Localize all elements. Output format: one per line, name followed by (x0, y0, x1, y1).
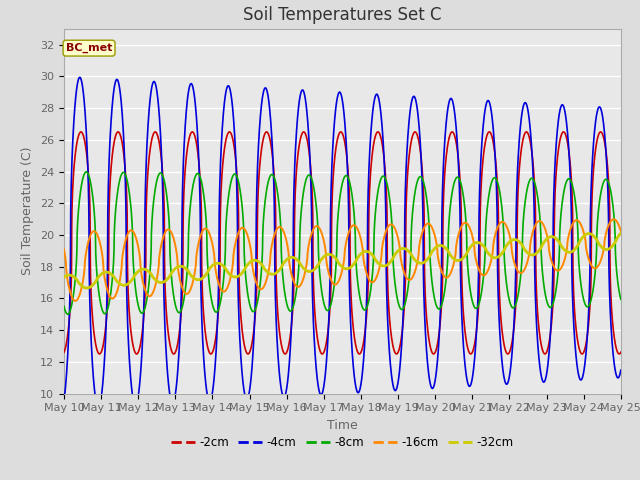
-32cm (212, 261, 220, 266)
Line: -8cm: -8cm (64, 172, 621, 314)
-4cm (406, 108, 414, 113)
-16cm (617, 228, 625, 234)
-8cm (508, 304, 516, 310)
-32cm (348, 264, 356, 269)
-2cm (96, 351, 104, 357)
-4cm (76, 74, 84, 80)
Legend: -2cm, -4cm, -8cm, -16cm, -32cm: -2cm, -4cm, -8cm, -16cm, -32cm (166, 431, 518, 454)
-8cm (164, 206, 172, 212)
X-axis label: Time: Time (327, 419, 358, 432)
-2cm (77, 129, 85, 135)
-2cm (60, 349, 68, 355)
Line: -32cm: -32cm (64, 233, 621, 288)
-16cm (60, 246, 68, 252)
-8cm (83, 169, 90, 175)
-8cm (617, 297, 625, 302)
-8cm (60, 303, 68, 309)
-32cm (83, 285, 90, 291)
-8cm (212, 309, 220, 315)
-4cm (593, 111, 601, 117)
-2cm (164, 329, 172, 335)
-8cm (406, 263, 414, 269)
-16cm (593, 265, 600, 271)
-8cm (64, 312, 72, 317)
Line: -16cm: -16cm (64, 219, 621, 301)
-32cm (508, 238, 516, 243)
-16cm (610, 216, 618, 222)
-32cm (593, 237, 600, 242)
-4cm (348, 349, 356, 355)
-2cm (348, 313, 356, 319)
Line: -2cm: -2cm (64, 132, 621, 354)
-2cm (406, 145, 414, 151)
-16cm (164, 227, 172, 232)
-4cm (617, 367, 625, 373)
-4cm (95, 405, 102, 410)
-16cm (348, 223, 356, 229)
-4cm (212, 344, 220, 349)
-16cm (406, 277, 414, 283)
Text: BC_met: BC_met (66, 43, 112, 53)
Title: Soil Temperatures Set C: Soil Temperatures Set C (243, 6, 442, 24)
-32cm (60, 275, 68, 280)
-2cm (593, 139, 601, 144)
-32cm (406, 250, 414, 255)
-2cm (508, 339, 516, 345)
-8cm (593, 232, 601, 238)
-4cm (164, 377, 172, 383)
-16cm (508, 248, 516, 253)
-2cm (617, 349, 625, 355)
-8cm (348, 193, 356, 199)
-32cm (164, 276, 172, 281)
-16cm (212, 270, 220, 276)
Y-axis label: Soil Temperature (C): Soil Temperature (C) (22, 147, 35, 276)
-4cm (508, 351, 516, 357)
Line: -4cm: -4cm (64, 77, 621, 408)
-4cm (60, 397, 68, 403)
-2cm (212, 331, 220, 336)
-32cm (617, 230, 625, 236)
-16cm (72, 298, 79, 304)
